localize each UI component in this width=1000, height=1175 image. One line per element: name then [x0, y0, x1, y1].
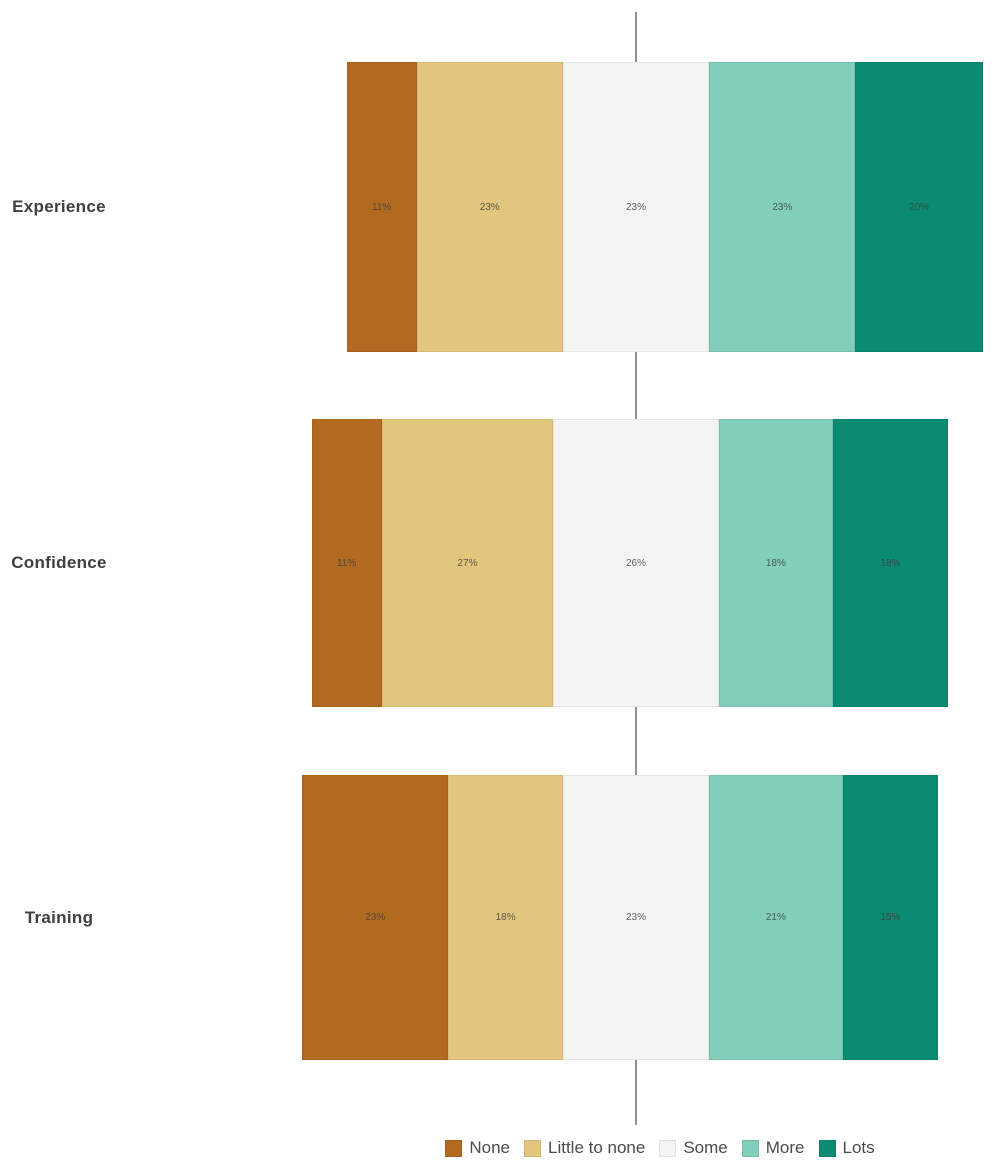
legend-swatch-icon	[659, 1139, 677, 1157]
bar-confidence: 11% 27% 26% 18% 18%	[311, 419, 948, 707]
segment-value-label: 11%	[336, 557, 357, 569]
chart-row-training: Training 23% 18% 23% 21% 15%	[0, 775, 1000, 1060]
legend: None Little to none Some More Lots	[320, 1136, 1000, 1160]
segment-confidence-little-to-none: 27%	[381, 419, 554, 707]
segment-value-label: 21%	[765, 912, 786, 923]
segment-value-label: 23%	[625, 912, 646, 923]
legend-swatch-icon	[523, 1139, 541, 1157]
chart-row-confidence: Confidence 11% 27% 26% 18% 18%	[0, 419, 1000, 707]
segment-training-none: 23%	[302, 775, 449, 1060]
legend-label: None	[469, 1138, 510, 1157]
segment-value-label: 23%	[479, 201, 500, 213]
segment-value-label: 27%	[457, 557, 478, 569]
segment-value-label: 11%	[371, 201, 392, 213]
bar-training: 23% 18% 23% 21% 15%	[302, 775, 939, 1060]
segment-experience-some: 23%	[562, 62, 710, 352]
legend-item-more: More	[741, 1138, 805, 1158]
segment-training-little-to-none: 18%	[448, 775, 563, 1060]
row-label-experience: Experience	[12, 197, 106, 216]
legend-swatch-icon	[818, 1139, 836, 1157]
row-label-training: Training	[24, 907, 94, 927]
segment-experience-none: 11%	[346, 62, 417, 352]
segment-value-label: 18%	[495, 912, 516, 923]
segment-experience-more: 23%	[709, 62, 856, 352]
legend-item-some: Some	[659, 1138, 728, 1158]
legend-label: Lots	[842, 1138, 875, 1157]
legend-item-lots: Lots	[818, 1138, 875, 1158]
legend-label: Little to none	[547, 1138, 646, 1157]
segment-value-label: 20%	[908, 201, 929, 213]
row-label-confidence: Confidence	[11, 553, 107, 572]
legend-item-little-to-none: Little to none	[523, 1138, 646, 1158]
segment-value-label: 23%	[365, 912, 386, 923]
segment-experience-lots: 20%	[855, 62, 983, 352]
legend-label: More	[765, 1138, 805, 1157]
segment-value-label: 18%	[880, 557, 901, 569]
segment-confidence-more: 18%	[718, 419, 834, 707]
segment-training-lots: 15%	[842, 775, 939, 1060]
segment-experience-little-to-none: 23%	[416, 62, 563, 352]
segment-value-label: 26%	[625, 557, 646, 569]
segment-training-some: 23%	[562, 775, 710, 1060]
bar-experience: 11% 23% 23% 23% 20%	[346, 62, 983, 352]
segment-confidence-lots: 18%	[833, 419, 948, 707]
chart-row-experience: Experience 11% 23% 23% 23% 20%	[0, 62, 1000, 352]
segment-confidence-none: 11%	[311, 419, 382, 707]
legend-label: Some	[683, 1138, 728, 1157]
segment-value-label: 18%	[765, 557, 786, 569]
segment-value-label: 15%	[880, 912, 901, 923]
segment-value-label: 23%	[625, 201, 646, 213]
segment-value-label: 23%	[772, 201, 793, 213]
legend-swatch-icon	[741, 1139, 759, 1157]
legend-swatch-icon	[445, 1139, 463, 1157]
legend-item-none: None	[445, 1138, 510, 1158]
segment-confidence-some: 26%	[553, 419, 719, 707]
segment-training-more: 21%	[709, 775, 843, 1060]
